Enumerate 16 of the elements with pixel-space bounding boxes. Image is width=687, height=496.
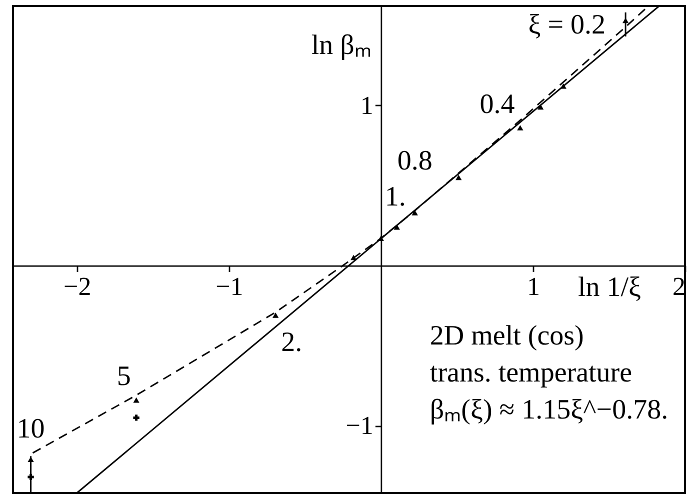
x-tick-label: −1 — [216, 272, 244, 302]
x-tick-label: 1 — [526, 272, 540, 302]
annotation: 10 — [16, 413, 45, 444]
annotation: 2. — [281, 327, 302, 358]
x-tick-label: 2 — [672, 272, 686, 302]
annotation: ξ = 0.2 — [528, 9, 606, 40]
annotation: 0.8 — [397, 146, 432, 177]
annotation: 2D melt (cos) — [430, 320, 584, 352]
annotation: 5 — [116, 361, 131, 392]
annotation: 0.4 — [480, 88, 515, 120]
x-axis-title: ln 1/ξ — [578, 272, 642, 304]
annotation: trans. temperature — [430, 358, 632, 389]
annotation: βₘ(ξ) ≈ 1.15ξ^−0.78. — [430, 394, 668, 426]
y-axis-title: ln βₘ — [311, 30, 372, 62]
x-tick-label: −2 — [64, 272, 92, 302]
annotation: 1. — [384, 181, 406, 212]
